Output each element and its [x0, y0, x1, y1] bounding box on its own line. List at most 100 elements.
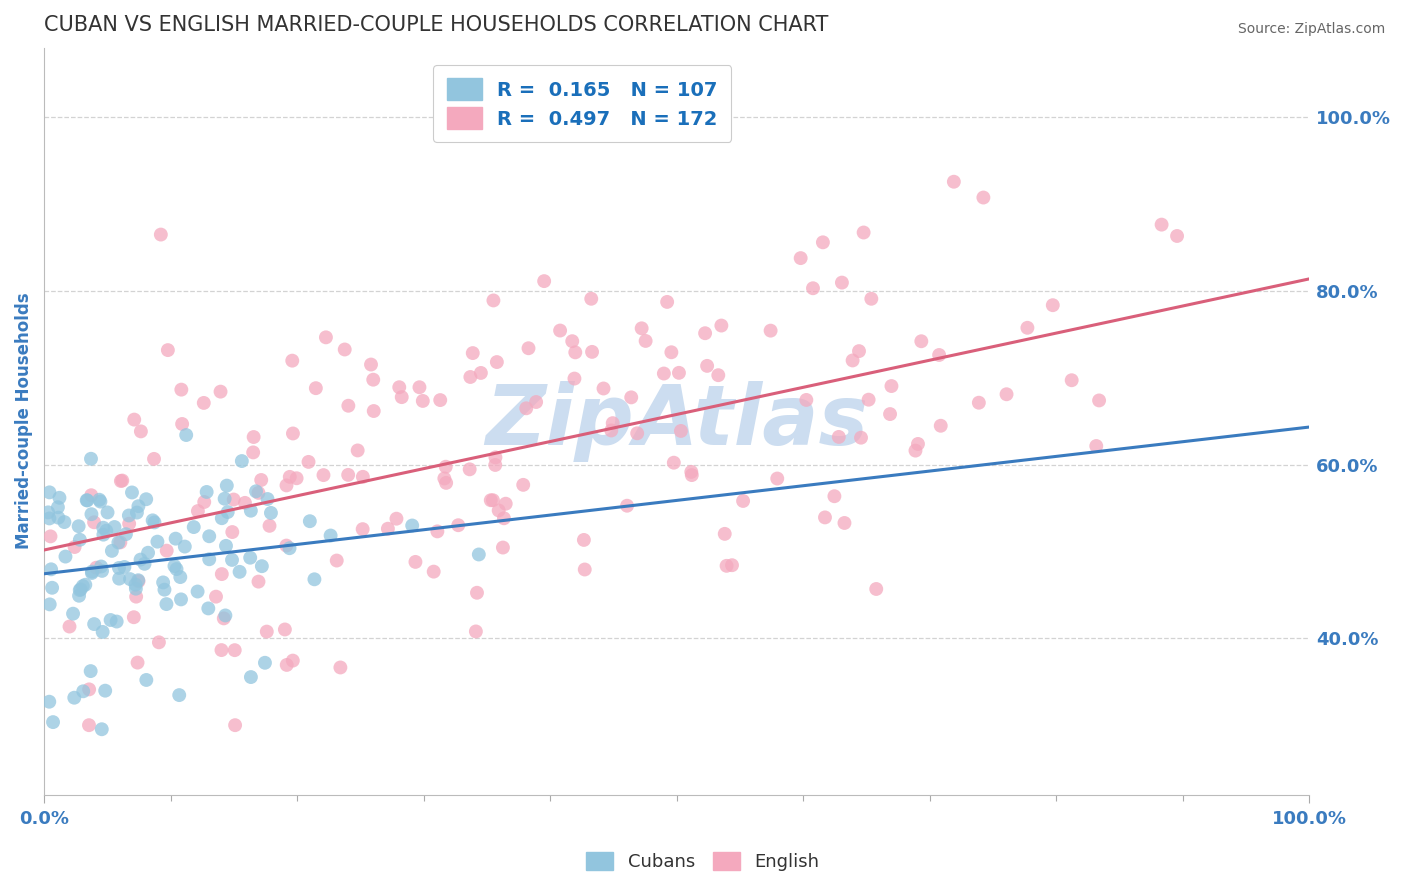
Point	[880, 379, 903, 393]
Text: CUBAN VS ENGLISH MARRIED-COUPLE HOUSEHOLDS CORRELATION CHART: CUBAN VS ENGLISH MARRIED-COUPLE HOUSEHOL…	[44, 15, 828, 35]
Point	[134, 557, 156, 571]
Point	[211, 643, 233, 657]
Point	[62, 607, 84, 621]
Point	[581, 344, 603, 359]
Point	[823, 489, 845, 503]
Point	[121, 485, 143, 500]
Point	[801, 281, 824, 295]
Point	[408, 380, 430, 394]
Point	[852, 226, 875, 240]
Point	[488, 503, 510, 517]
Point	[165, 532, 187, 546]
Point	[153, 582, 176, 597]
Point	[517, 341, 540, 355]
Point	[198, 552, 221, 566]
Point	[564, 371, 586, 385]
Point	[910, 334, 932, 349]
Point	[928, 348, 950, 362]
Point	[681, 468, 703, 483]
Point	[245, 484, 267, 499]
Point	[260, 506, 283, 520]
Point	[197, 601, 219, 615]
Point	[276, 478, 298, 492]
Point	[166, 562, 188, 576]
Point	[242, 445, 264, 459]
Point	[1042, 298, 1064, 312]
Point	[620, 390, 643, 404]
Point	[592, 382, 614, 396]
Point	[224, 718, 246, 732]
Point	[479, 493, 502, 508]
Point	[135, 492, 157, 507]
Point	[482, 293, 505, 308]
Point	[46, 500, 69, 515]
Point	[198, 529, 221, 543]
Point	[233, 496, 256, 510]
Point	[333, 343, 356, 357]
Point	[602, 416, 624, 430]
Legend: R =  0.165   N = 107, R =  0.497   N = 172: R = 0.165 N = 107, R = 0.497 N = 172	[433, 65, 731, 142]
Point	[127, 499, 149, 513]
Point	[173, 540, 195, 554]
Point	[707, 368, 730, 383]
Point	[89, 494, 111, 508]
Point	[221, 553, 243, 567]
Point	[118, 572, 141, 586]
Point	[215, 478, 238, 492]
Point	[360, 358, 382, 372]
Point	[90, 723, 112, 737]
Point	[492, 511, 515, 525]
Point	[766, 471, 789, 485]
Point	[858, 392, 880, 407]
Point	[217, 505, 239, 519]
Point	[143, 451, 166, 466]
Point	[710, 318, 733, 333]
Point	[482, 493, 505, 508]
Point	[58, 619, 80, 633]
Point	[426, 524, 449, 539]
Point	[110, 474, 132, 488]
Point	[388, 380, 411, 394]
Point	[80, 507, 103, 521]
Point	[193, 495, 215, 509]
Point	[860, 292, 883, 306]
Point	[865, 582, 887, 596]
Point	[716, 558, 738, 573]
Point	[183, 520, 205, 534]
Point	[149, 227, 172, 242]
Point	[214, 608, 236, 623]
Point	[278, 470, 301, 484]
Point	[211, 511, 233, 525]
Point	[80, 566, 103, 580]
Point	[77, 682, 100, 697]
Point	[55, 549, 77, 564]
Point	[125, 590, 148, 604]
Point	[129, 552, 152, 566]
Point	[1060, 373, 1083, 387]
Point	[484, 450, 506, 465]
Point	[828, 430, 851, 444]
Point	[38, 511, 60, 525]
Point	[298, 514, 321, 528]
Point	[79, 664, 101, 678]
Point	[110, 535, 132, 549]
Point	[111, 474, 134, 488]
Point	[515, 401, 537, 416]
Point	[76, 493, 98, 508]
Point	[239, 550, 262, 565]
Point	[39, 562, 62, 576]
Point	[484, 458, 506, 472]
Point	[281, 654, 304, 668]
Point	[841, 353, 863, 368]
Point	[1166, 229, 1188, 244]
Point	[163, 559, 186, 574]
Point	[655, 294, 678, 309]
Point	[281, 426, 304, 441]
Point	[831, 276, 853, 290]
Point	[447, 518, 470, 533]
Point	[41, 581, 63, 595]
Point	[904, 443, 927, 458]
Point	[38, 598, 60, 612]
Point	[75, 578, 97, 592]
Point	[221, 524, 243, 539]
